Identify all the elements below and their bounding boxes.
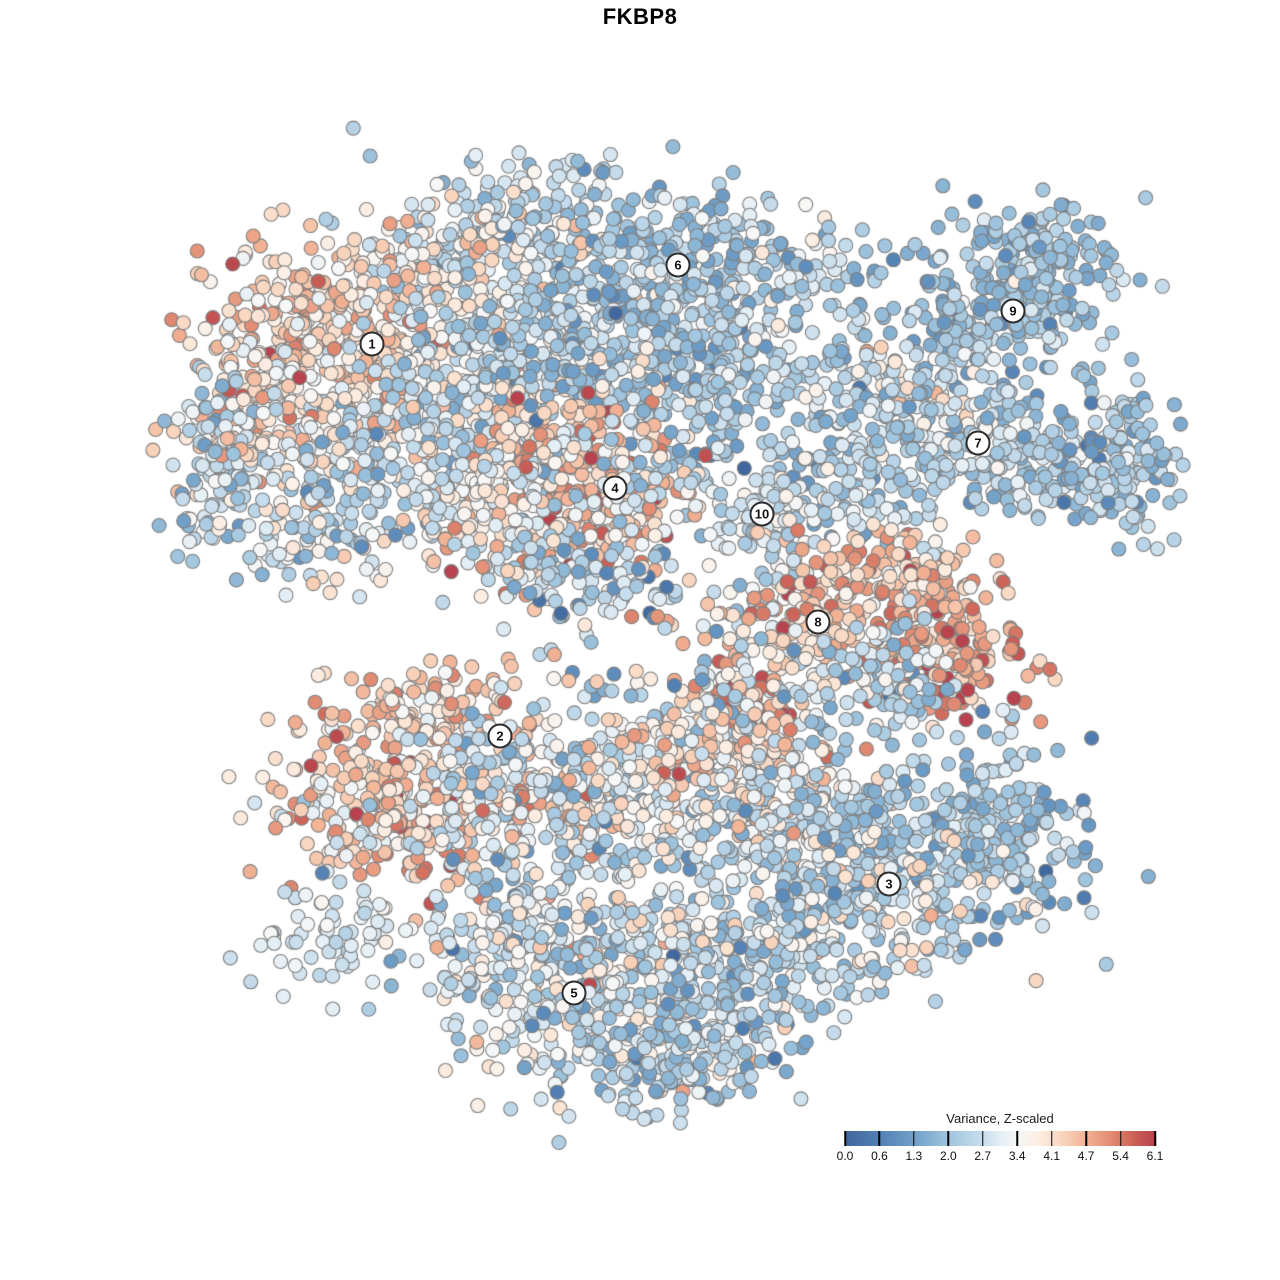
colorbar-legend: Variance, Z-scaled 0.0 0.6 1.3 2.0 2.7 3.4 4.1… — [837, 1111, 1164, 1165]
cluster-label-10: 10 — [749, 501, 775, 527]
cluster-label-5: 5 — [561, 980, 587, 1006]
cluster-label-7: 7 — [965, 430, 991, 456]
colorbar-tick — [844, 1131, 846, 1146]
cluster-label-9: 9 — [1000, 298, 1026, 324]
colorbar-tick — [1085, 1131, 1087, 1146]
colorbar-tick-label: 4.7 — [1077, 1149, 1095, 1163]
cluster-label-6: 6 — [665, 252, 691, 278]
cluster-label-8: 8 — [805, 609, 831, 635]
colorbar-tick-label: 5.4 — [1112, 1149, 1129, 1163]
colorbar-tick — [878, 1131, 881, 1146]
colorbar-tick-label: 2.7 — [974, 1149, 992, 1163]
colorbar-tick-label: 1.3 — [905, 1149, 923, 1163]
colorbar-tick-label: 3.4 — [1008, 1149, 1026, 1163]
colorbar-tick — [913, 1131, 915, 1146]
colorbar-tick-label: 6.1 — [1146, 1149, 1164, 1163]
colorbar-gradient — [844, 1131, 1156, 1146]
cluster-label-2: 2 — [487, 723, 513, 749]
colorbar-tick — [1154, 1131, 1156, 1146]
cluster-label-3: 3 — [876, 871, 902, 897]
colorbar-tick — [1016, 1131, 1018, 1146]
colorbar-tick — [947, 1131, 950, 1146]
colorbar-tick-label: 0.6 — [871, 1149, 888, 1163]
colorbar-title: Variance, Z-scaled — [946, 1111, 1054, 1126]
cluster-label-4: 4 — [602, 475, 628, 501]
colorbar-tick — [1119, 1131, 1122, 1146]
colorbar-tick-label: 2.0 — [939, 1149, 957, 1163]
colorbar-tick-labels: 0.0 0.6 1.3 2.0 2.7 3.4 4.1 4.7 5.4 6.1 — [837, 1149, 1164, 1165]
colorbar-tick — [982, 1131, 984, 1146]
colorbar-tick — [1050, 1131, 1053, 1146]
cluster-label-1: 1 — [359, 331, 385, 357]
colorbar-tick-label: 0.0 — [836, 1149, 854, 1163]
colorbar-tick-label: 4.1 — [1043, 1149, 1060, 1163]
